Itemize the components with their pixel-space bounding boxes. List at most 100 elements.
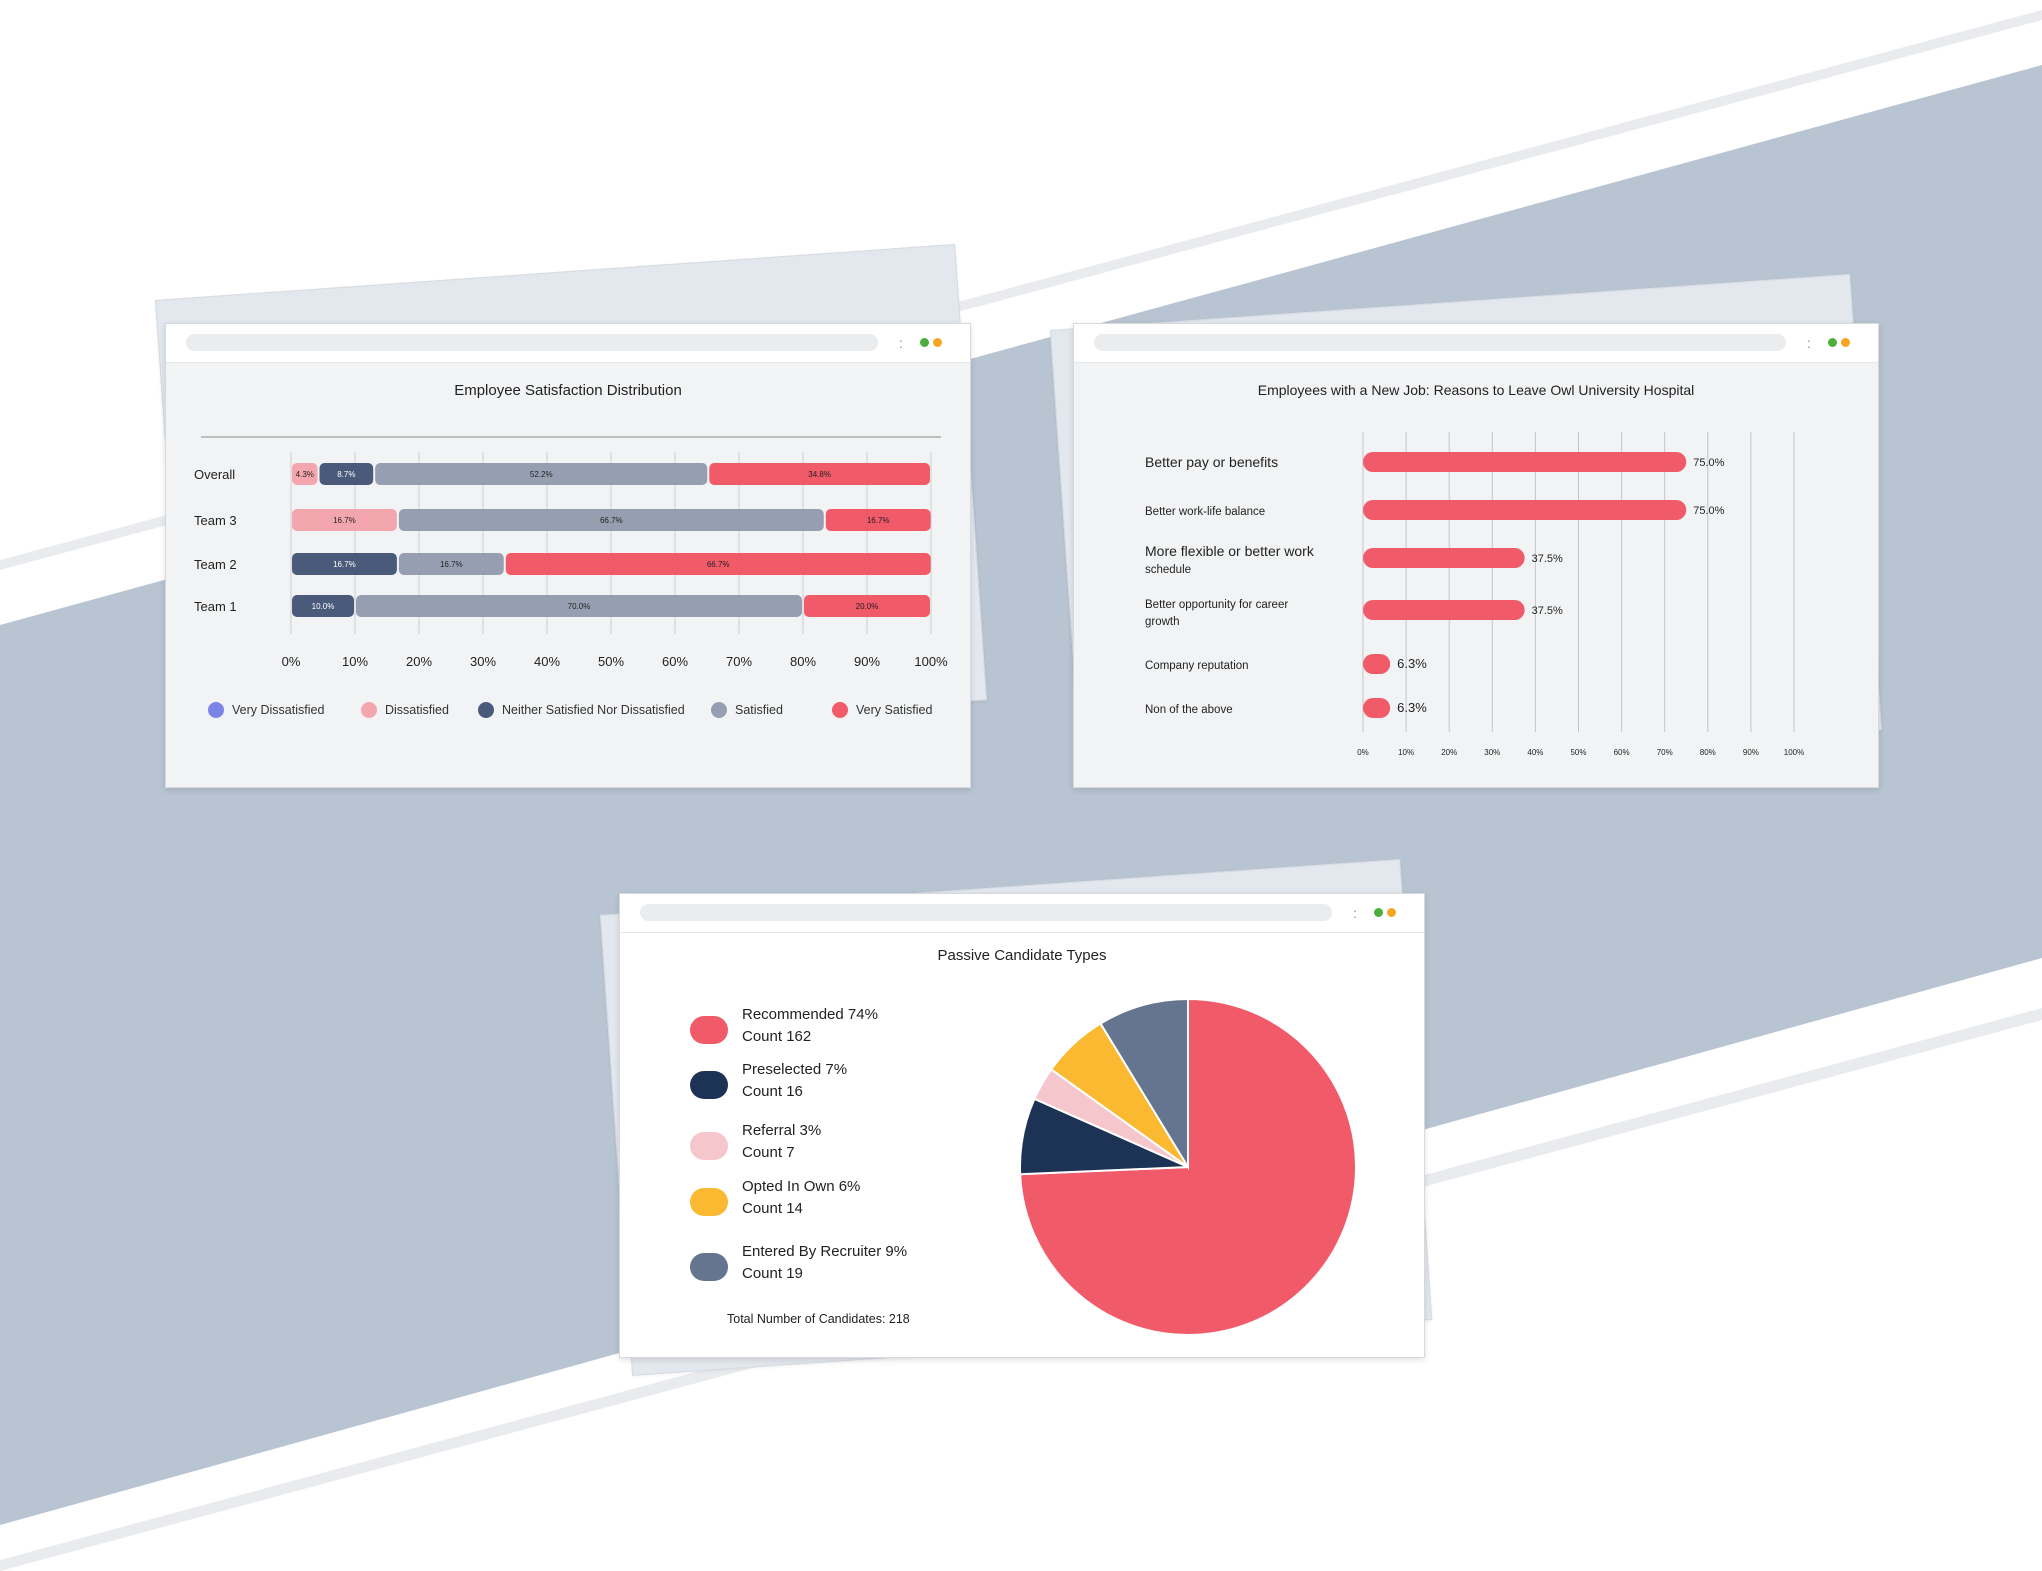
legend-swatch [832,702,848,718]
x-tick-label: 30% [470,654,496,669]
legend-item: Entered By Recruiter 9% Count 19 [690,1243,950,1289]
x-tick-label: 100% [914,654,948,669]
x-tick-label: 0% [282,654,301,669]
x-tick-label: 0% [1357,748,1369,757]
data-label: 8.7% [337,470,355,479]
x-tick-label: 60% [662,654,688,669]
chart-title: Passive Candidate Types [937,947,1107,964]
more-menu-icon[interactable]: : [899,335,903,351]
legend-count: Count 19 [742,1265,803,1282]
bar-segment [292,509,397,531]
satisfaction-card: : Employee Satisfaction Distribution 0% 1… [165,323,971,788]
category-label: Overall [194,467,235,482]
data-label: 6.3% [1397,656,1427,671]
bar-segment [319,463,374,485]
bar [1363,654,1391,674]
window-topbar: : [166,324,970,363]
x-tick-label: 70% [1657,748,1673,757]
chart-title: Employees with a New Job: Reasons to Lea… [1257,382,1695,398]
category-label: Non of the above [1145,704,1233,716]
bar-segment [292,553,397,575]
bar-segment [398,553,504,575]
data-label: 37.5% [1532,553,1563,565]
legend-label: Recommended 74% [742,1006,878,1023]
data-label: 66.7% [707,560,730,569]
data-label: 34.8% [808,470,831,479]
bar-segment [292,463,318,485]
legend-count: Count 14 [742,1200,803,1217]
pie-slice [1099,997,1189,1171]
legend-item: Very Dissatisfied [208,702,324,718]
more-menu-icon[interactable]: : [1353,905,1357,921]
legend-swatch [711,702,727,718]
bar [1363,698,1391,718]
data-label: 75.0% [1693,457,1724,469]
legend-swatch [478,702,494,718]
pie-chart [1019,997,1357,1336]
legend-label: Dissatisfied [385,703,449,717]
legend-label: Neither Satisfied Nor Dissatisfied [502,703,685,717]
data-label: 66.7% [600,516,623,525]
bar [1363,500,1687,520]
legend-count: Count 16 [742,1083,803,1100]
candidates-card: : Passive Candidate Types Recommended 74… [619,893,1425,1358]
data-label: 4.3% [296,470,314,479]
bar-segment [292,595,354,617]
x-tick-label: 100% [1784,748,1804,757]
window-dot-green-icon[interactable] [920,338,929,347]
category-label: Better pay or benefits [1145,454,1278,470]
bar-segment [804,595,930,617]
legend-item: Very Satisfied [832,702,932,718]
data-label: 16.7% [333,516,356,525]
legend-item: Dissatisfied [361,702,449,718]
legend-label: Very Satisfied [856,703,933,717]
legend-count: Count 162 [742,1028,812,1045]
x-tick-label: 90% [1743,748,1759,757]
legend-item: Opted In Own 6% Count 14 [690,1178,950,1224]
total-candidates-label: Total Number of Candidates: 218 [727,1312,910,1326]
address-bar[interactable] [1094,334,1786,351]
legend-count: Count 7 [742,1144,795,1161]
data-label: 37.5% [1532,605,1563,617]
x-tick-label: 50% [1570,748,1586,757]
legend-item: Satisfied [711,702,783,718]
bar [1363,548,1525,568]
more-menu-icon[interactable]: : [1807,335,1811,351]
legend-swatch [690,1132,728,1160]
data-label: 20.0% [856,602,879,611]
window-topbar: : [1074,324,1878,363]
window-dot-green-icon[interactable] [1374,908,1383,917]
legend-swatch [690,1188,728,1216]
window-dot-orange-icon[interactable] [1841,338,1850,347]
legend-swatch [690,1016,728,1044]
bar-segment [709,463,930,485]
x-tick-label: 10% [1398,748,1414,757]
x-tick-label: 10% [342,654,368,669]
legend-swatch [208,702,224,718]
window-dot-orange-icon[interactable] [933,338,942,347]
window-dot-green-icon[interactable] [1828,338,1837,347]
legend-swatch [361,702,377,718]
reasons-chart: 0% 10% 20% 30% 40% 50% 60% 70% 80% 90% 100% Better … [1145,432,1804,757]
legend-label: Very Dissatisfied [232,703,325,717]
category-label: growth [1145,616,1180,628]
legend-swatch [690,1071,728,1099]
data-label: 10.0% [312,602,335,611]
reasons-card: : Employees with a New Job: Reasons to L… [1073,323,1879,788]
address-bar[interactable] [186,334,878,351]
bar-segment [375,463,708,485]
address-bar[interactable] [640,904,1332,921]
data-label: 16.7% [333,560,356,569]
bar [1363,452,1687,472]
window-topbar: : [620,894,1424,933]
category-label: Team 3 [194,513,237,528]
legend-label: Referral 3% [742,1122,822,1139]
x-tick-label: 40% [1527,748,1543,757]
category-label: Better opportunity for career [1145,599,1288,611]
window-dot-orange-icon[interactable] [1387,908,1396,917]
x-tick-label: 70% [726,654,752,669]
category-label: Company reputation [1145,660,1249,672]
data-label: 16.7% [440,560,463,569]
bar [1363,600,1525,620]
data-label: 52.2% [530,470,553,479]
